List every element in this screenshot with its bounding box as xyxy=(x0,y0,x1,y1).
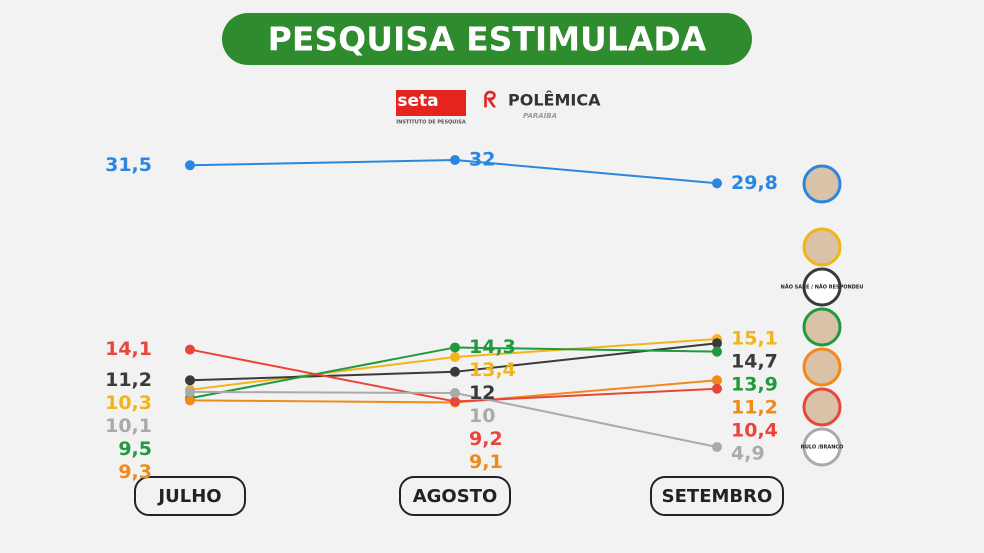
data-point xyxy=(185,375,195,386)
category-box xyxy=(399,476,511,516)
data-label: 9,2 xyxy=(469,428,503,450)
data-label: 9,3 xyxy=(118,461,152,483)
category-box xyxy=(134,476,246,516)
data-label: 10,3 xyxy=(105,392,152,414)
data-point xyxy=(185,160,195,171)
data-label: 12 xyxy=(469,382,495,404)
data-label: 29,8 xyxy=(731,172,778,194)
title-box xyxy=(222,13,752,65)
data-point xyxy=(450,342,460,353)
data-label: 14,7 xyxy=(731,350,778,372)
x-tick-label: SETEMBRO xyxy=(662,486,773,507)
data-label: 10,4 xyxy=(731,419,778,441)
data-label: 11,2 xyxy=(731,396,778,418)
legend-icon xyxy=(802,227,842,267)
data-label: 13,4 xyxy=(469,359,516,381)
data-label: 10,1 xyxy=(105,415,152,437)
data-point xyxy=(185,395,195,406)
data-label: 14,3 xyxy=(469,336,516,358)
logo-text: PARAÍBA xyxy=(523,111,557,120)
legend-icon xyxy=(802,387,842,427)
data-label: 14,1 xyxy=(105,338,152,360)
data-label: 10 xyxy=(469,405,495,427)
legend-icon xyxy=(802,307,842,347)
logo-text: POLÊMICA xyxy=(508,91,601,110)
x-tick-label: AGOSTO xyxy=(413,486,498,507)
legend-icon xyxy=(802,267,842,307)
data-label: 15,1 xyxy=(731,327,778,349)
x-tick-label: JULHO xyxy=(156,486,221,507)
data-point xyxy=(185,386,195,397)
logo-text: INSTITUTO DE PESQUISA xyxy=(396,120,466,126)
legend-label: NULO /BRANCO xyxy=(801,445,844,451)
data-point xyxy=(450,155,460,165)
data-point xyxy=(450,351,460,362)
data-point xyxy=(185,344,195,355)
data-label: 4,9 xyxy=(731,442,765,464)
data-label: 9,5 xyxy=(118,438,152,460)
data-point xyxy=(712,383,722,394)
chart-title: PESQUISA ESTIMULADA xyxy=(268,20,707,59)
data-label: 9,1 xyxy=(469,451,503,473)
logo-box xyxy=(396,90,466,116)
legend-label: NÃO SABE / NÃO RESPONDEU xyxy=(781,284,864,291)
data-label: 11,2 xyxy=(105,369,152,391)
logo-icon: ᖇ xyxy=(483,88,496,113)
legend-icon xyxy=(802,427,842,467)
category-box xyxy=(650,476,784,516)
data-point xyxy=(712,178,722,189)
data-point xyxy=(712,375,722,386)
data-point xyxy=(450,396,460,407)
logo-text: seta xyxy=(397,91,438,111)
data-label: 32 xyxy=(469,149,495,171)
data-point xyxy=(712,338,722,349)
data-label: 13,9 xyxy=(731,373,778,395)
legend-icon xyxy=(802,347,842,387)
data-point xyxy=(450,387,460,398)
data-point xyxy=(712,442,722,452)
data-point xyxy=(450,366,460,377)
data-point xyxy=(712,346,722,357)
legend-icon xyxy=(802,164,842,204)
data-label: 31,5 xyxy=(105,154,152,176)
